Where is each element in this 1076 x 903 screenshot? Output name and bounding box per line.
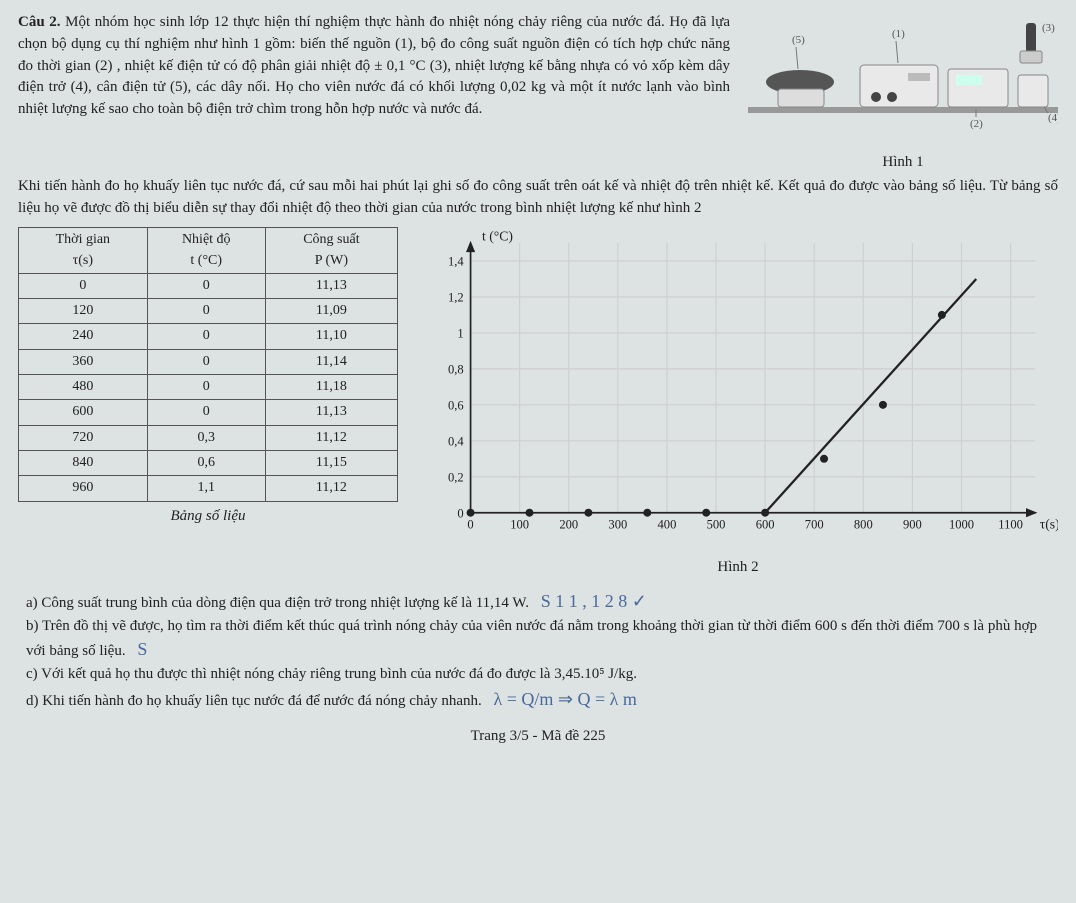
table-cell: 480 bbox=[19, 375, 148, 400]
apparatus-label-3: (3) bbox=[1042, 22, 1055, 34]
table-cell: 11,12 bbox=[265, 476, 397, 501]
table-row: 480011,18 bbox=[19, 375, 398, 400]
svg-text:0,6: 0,6 bbox=[448, 399, 464, 413]
svg-text:0: 0 bbox=[467, 518, 473, 532]
svg-text:300: 300 bbox=[608, 518, 627, 532]
svg-text:700: 700 bbox=[805, 518, 824, 532]
answer-c: c) Với kết quả họ thu được thì nhiệt nón… bbox=[26, 666, 637, 682]
table-cell: 960 bbox=[19, 476, 148, 501]
table-row: 240011,10 bbox=[19, 324, 398, 349]
answer-d: d) Khi tiến hành đo họ khuấy liên tục nư… bbox=[26, 693, 482, 709]
apparatus-figure: (5) (1) (2) (3) (4) bbox=[748, 12, 1058, 174]
table-row: 600011,13 bbox=[19, 400, 398, 425]
svg-text:100: 100 bbox=[510, 518, 529, 532]
table-row: 0011,13 bbox=[19, 273, 398, 298]
table-cell: 11,10 bbox=[265, 324, 397, 349]
scribble-a: S 1 1 , 1 2 8 ✓ bbox=[541, 591, 647, 611]
svg-text:200: 200 bbox=[559, 518, 578, 532]
th-temp: Nhiệt độ t (°C) bbox=[147, 228, 265, 274]
table-cell: 360 bbox=[19, 349, 148, 374]
svg-text:1000: 1000 bbox=[949, 518, 974, 532]
apparatus-label-2: (2) bbox=[970, 118, 983, 130]
table-cell: 240 bbox=[19, 324, 148, 349]
svg-text:τ(s): τ(s) bbox=[1040, 517, 1058, 533]
svg-text:0,8: 0,8 bbox=[448, 363, 464, 377]
table-row: 120011,09 bbox=[19, 299, 398, 324]
svg-text:0,2: 0,2 bbox=[448, 471, 464, 485]
svg-text:0,4: 0,4 bbox=[448, 435, 464, 449]
svg-text:600: 600 bbox=[756, 518, 775, 532]
answer-a: a) Công suất trung bình của dòng điện qu… bbox=[26, 595, 529, 611]
svg-text:1100: 1100 bbox=[998, 518, 1023, 532]
table-cell: 11,09 bbox=[265, 299, 397, 324]
table-row: 8400,611,15 bbox=[19, 450, 398, 475]
table-cell: 720 bbox=[19, 425, 148, 450]
table-row: 9601,111,12 bbox=[19, 476, 398, 501]
svg-text:400: 400 bbox=[658, 518, 677, 532]
chart-caption: Hình 2 bbox=[418, 557, 1058, 579]
table-cell: 0 bbox=[147, 299, 265, 324]
svg-text:500: 500 bbox=[707, 518, 726, 532]
answer-b: b) Trên đồ thị vẽ được, họ tìm ra thời đ… bbox=[26, 618, 1037, 659]
table-cell: 0 bbox=[147, 324, 265, 349]
table-cell: 11,13 bbox=[265, 400, 397, 425]
table-row: 360011,14 bbox=[19, 349, 398, 374]
table-cell: 0 bbox=[147, 400, 265, 425]
table-cell: 0 bbox=[147, 375, 265, 400]
svg-text:t (°C): t (°C) bbox=[482, 229, 513, 245]
table-cell: 11,18 bbox=[265, 375, 397, 400]
apparatus-label-1: (1) bbox=[892, 28, 905, 40]
svg-text:1,4: 1,4 bbox=[448, 255, 464, 269]
data-table: Thời gian τ(s) Nhiệt độ t (°C) Công suất… bbox=[18, 227, 398, 501]
table-cell: 600 bbox=[19, 400, 148, 425]
apparatus-caption: Hình 1 bbox=[882, 152, 923, 174]
table-caption: Bảng số liệu bbox=[18, 506, 398, 528]
table-cell: 0,3 bbox=[147, 425, 265, 450]
table-cell: 0 bbox=[147, 349, 265, 374]
temperature-chart: 0 0,2 0,4 0,6 0,8 1 1,2 1,4 0 100 200 300 400 500 600 7… bbox=[418, 227, 1058, 547]
page-footer: Trang 3/5 - Mã đề 225 bbox=[18, 726, 1058, 748]
table-cell: 11,13 bbox=[265, 273, 397, 298]
question-label: Câu 2. bbox=[18, 14, 61, 30]
paragraph-2: Khi tiến hành đo họ khuấy liên tục nước … bbox=[18, 176, 1058, 220]
apparatus-label-4: (4) bbox=[1048, 112, 1058, 124]
table-row: 7200,311,12 bbox=[19, 425, 398, 450]
th-time: Thời gian τ(s) bbox=[19, 228, 148, 274]
svg-text:800: 800 bbox=[854, 518, 873, 532]
scribble-d: λ = Q/m ⇒ Q = λ m bbox=[494, 689, 637, 709]
table-cell: 0 bbox=[19, 273, 148, 298]
table-cell: 1,1 bbox=[147, 476, 265, 501]
paragraph-1: Một nhóm học sinh lớp 12 thực hiện thí n… bbox=[18, 14, 730, 117]
table-cell: 840 bbox=[19, 450, 148, 475]
table-cell: 11,12 bbox=[265, 425, 397, 450]
svg-text:900: 900 bbox=[903, 518, 922, 532]
table-cell: 0 bbox=[147, 273, 265, 298]
scribble-b: S bbox=[137, 639, 147, 659]
table-cell: 11,15 bbox=[265, 450, 397, 475]
table-cell: 120 bbox=[19, 299, 148, 324]
svg-text:1: 1 bbox=[457, 327, 463, 341]
svg-text:0: 0 bbox=[457, 507, 463, 521]
svg-text:1,2: 1,2 bbox=[448, 291, 464, 305]
apparatus-label-5: (5) bbox=[792, 34, 805, 46]
table-cell: 0,6 bbox=[147, 450, 265, 475]
th-power: Công suất P (W) bbox=[265, 228, 397, 274]
table-cell: 11,14 bbox=[265, 349, 397, 374]
